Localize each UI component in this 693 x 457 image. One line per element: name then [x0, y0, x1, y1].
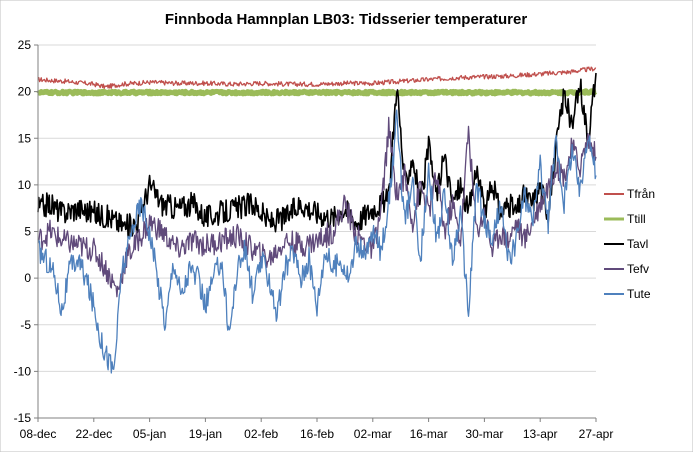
x-tick-label: 19-jan — [189, 427, 222, 441]
x-tick-label: 16-feb — [300, 427, 334, 441]
x-tick-label: 02-mar — [354, 427, 392, 441]
y-tick-label: 5 — [24, 225, 31, 239]
x-tick-label: 02-feb — [244, 427, 278, 441]
legend: Tfrån Ttill Tavl Tefv Tute — [604, 187, 655, 301]
y-tick-label: -15 — [14, 411, 32, 425]
series-line-tfrån — [37, 66, 597, 90]
legend-label: Tavl — [627, 237, 648, 251]
y-tick-label: -5 — [20, 318, 31, 332]
series-line-tefv — [37, 116, 597, 298]
x-tick-label: 22-dec — [75, 427, 112, 441]
y-tick-label: 15 — [18, 131, 32, 145]
y-tick-label: 0 — [24, 271, 31, 285]
series-lines — [36, 66, 598, 374]
x-tick-label: 05-jan — [133, 427, 166, 441]
series-line-tute — [37, 109, 597, 374]
chart-title: Finnboda Hamnplan LB03: Tidsserier tempe… — [165, 11, 527, 28]
y-tick-label: 20 — [18, 85, 32, 99]
x-tick-label: 30-mar — [465, 427, 503, 441]
y-tick-label: 25 — [18, 38, 32, 52]
series-line-ttill — [36, 88, 598, 97]
legend-label: Tefv — [627, 262, 649, 276]
x-tick-label: 27-apr — [579, 427, 614, 441]
legend-label: Tute — [627, 287, 651, 301]
y-tick-label: -10 — [14, 364, 32, 378]
x-tick-label: 16-mar — [410, 427, 448, 441]
legend-label: Tfrån — [627, 187, 655, 201]
y-tick-label: 10 — [18, 178, 32, 192]
x-tick-label: 08-dec — [20, 427, 57, 441]
x-tick-label: 13-apr — [523, 427, 558, 441]
axes: -15 -10 -5 0 5 10 15 20 25 08-dec 22-dec 05-jan 19-j… — [14, 38, 614, 441]
legend-label: Ttill — [627, 212, 646, 226]
